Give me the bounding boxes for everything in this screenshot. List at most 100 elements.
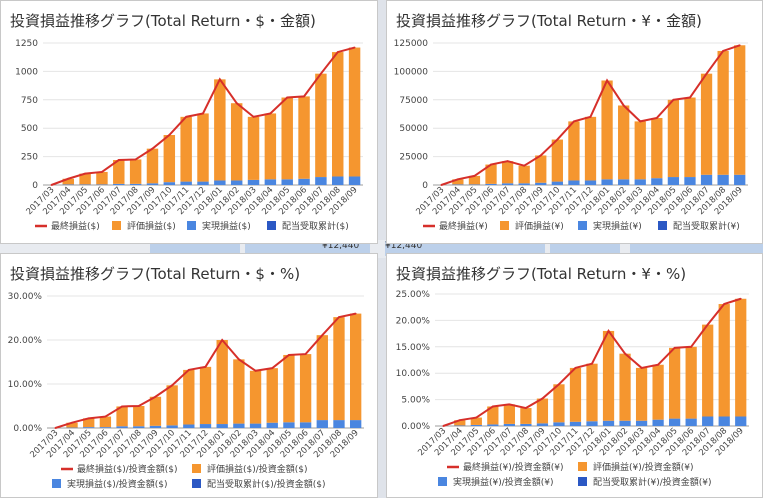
bar-valuation [146,148,159,184]
bar-realized [601,179,613,185]
chart-plot: 0.00%10.00%20.00%30.00%2017/032017/04201… [8,292,364,490]
y-tick-label: 75000 [399,96,428,106]
line-point [218,78,221,81]
legend-label: 最終損益($)/投資金額($) [77,463,178,475]
legend-label: 実現損益(¥) [593,220,642,232]
bar-realized [197,181,209,185]
line-point [673,346,676,349]
bar-realized [163,182,176,185]
y-tick-label: 50000 [399,124,428,134]
legend-swatch [187,221,196,230]
line-point [506,160,509,163]
line-point [738,44,741,47]
bar-realized [214,180,226,185]
bar-valuation [233,359,245,424]
spreadsheet-cell [245,241,370,256]
line-point [706,323,709,326]
bar-valuation [180,116,192,182]
line-point [739,297,742,300]
bar-realized [249,423,262,428]
line-point [154,395,157,398]
bar-realized [316,420,328,428]
chart-plot: 02500050000750001000001250002017/032017/… [394,39,748,232]
chart-plot: 0.00%5.00%10.00%15.00%20.00%25.00%2017/0… [396,290,749,488]
bar-valuation [230,103,243,181]
line-point [689,96,691,99]
line-point [54,427,57,429]
bar-realized [116,426,128,428]
bar-valuation [349,313,362,421]
bar-valuation [183,369,195,425]
bar-realized [634,179,646,185]
bar-valuation [166,385,178,426]
bar-valuation [735,298,747,417]
line-point [640,367,643,369]
line-point [353,46,356,49]
line-point [336,51,339,53]
bar-valuation [602,330,615,421]
spreadsheet-cell [150,241,240,256]
bar-valuation [685,346,697,419]
line-point [71,421,73,424]
chart-panel-usd-amount[interactable]: 投資損益推移グラフ(Total Return・$・金額) 0 250 500 750 1… [0,0,378,244]
legend-swatch [192,479,201,488]
line-point [639,120,642,123]
bar-valuation [83,418,95,428]
chart-panel-jpy-percent[interactable]: 投資損益推移グラフ(Total Return・¥・%) 0.00% 5.00% 10… [386,253,763,498]
bar-realized [584,180,597,185]
bar-realized [734,174,746,185]
bar-realized [99,427,112,428]
bar-valuation [79,173,91,185]
line-point [574,367,577,369]
bar-valuation [247,116,260,180]
bar-realized [518,183,530,185]
bar-realized [452,184,464,185]
line-point [204,365,207,368]
bar-valuation [316,335,328,421]
bar-realized [247,179,260,185]
line-point [705,72,708,75]
line-point [187,369,190,371]
legend-label: 配当受取累計($) [282,220,349,232]
line-point [491,405,494,408]
y-tick-label: 100000 [394,67,429,77]
y-tick-label: 10.00% [8,380,43,390]
bar-valuation [149,396,162,426]
chart-panel-usd-percent[interactable]: 投資損益推移グラフ(Total Return・$・%) 0.00% 10.00% 2… [0,253,378,498]
bar-valuation [669,347,681,419]
bar-realized [619,420,631,426]
line-point [101,171,103,173]
y-tick-label: 500 [21,124,38,134]
bar-valuation [569,367,582,422]
bar-realized [470,424,482,426]
y-tick-label: 750 [21,96,38,106]
line-point [723,303,726,305]
bar-realized [183,424,195,428]
spreadsheet-cell [385,241,545,256]
bar-valuation [702,324,714,417]
line-point [202,112,204,115]
bar-valuation [454,420,466,426]
line-point [185,115,188,118]
bar-valuation [113,160,125,184]
chart-panel-jpy-amount[interactable]: 投資損益推移グラフ(Total Return・¥・金額) 0 25000 50000… [386,0,763,244]
bar-realized [536,423,549,426]
bar-realized [702,416,714,426]
bar-realized [333,420,345,428]
bar-valuation [586,363,598,422]
bar-realized [485,183,497,185]
y-tick-label: 30.00% [8,292,43,302]
bar-realized [700,174,713,185]
bar-realized [299,422,312,428]
legend-swatch [192,464,201,473]
y-tick-label: 25.00% [396,290,431,300]
bar-valuation [468,175,481,185]
chart-title: 投資損益推移グラフ(Total Return・¥・%) [396,265,687,283]
bar-realized [718,416,730,426]
bar-valuation [518,165,530,184]
bar-realized [735,416,747,426]
bar-realized [348,176,361,185]
line-point [303,95,305,98]
y-tick-label: 20.00% [8,336,43,346]
bar-valuation [536,398,549,424]
